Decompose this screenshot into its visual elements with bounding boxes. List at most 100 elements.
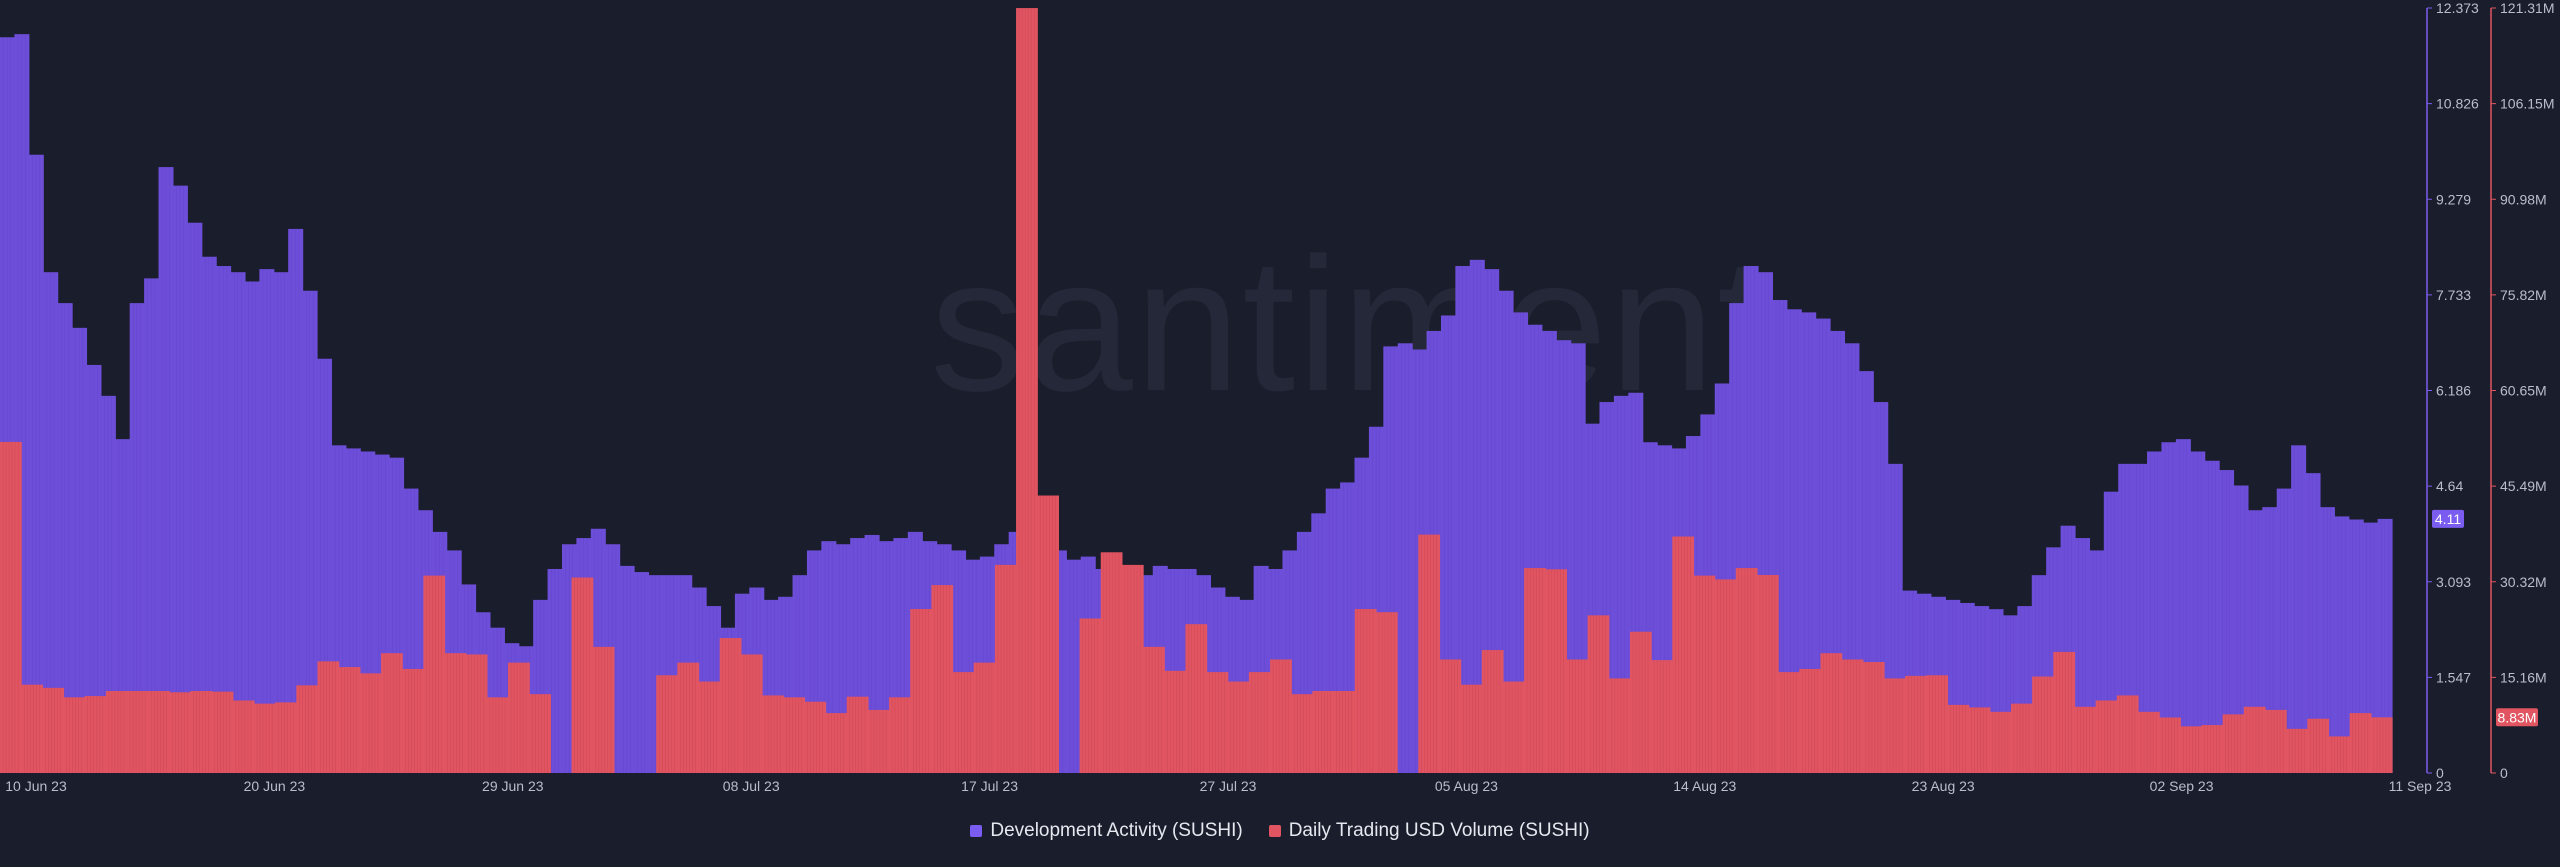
volume-bar (1735, 568, 1758, 773)
vol-last-value-text: 8.83M (2498, 709, 2537, 725)
volume-bar (1481, 650, 1504, 773)
volume-bar (762, 695, 784, 773)
volume-bar (1545, 569, 1568, 773)
volume-bar (1989, 711, 2012, 773)
dev-activity-bar (634, 572, 650, 773)
right-tick-label: 0 (2500, 765, 2508, 781)
watermark: santiment (930, 219, 1772, 431)
volume-bar (1841, 659, 1864, 773)
x-tick-label: 02 Sep 23 (2150, 778, 2214, 794)
volume-bar (1164, 670, 1187, 773)
volume-bar (931, 585, 954, 773)
left-tick-label: 9.279 (2436, 191, 2471, 207)
left-tick-label: 1.547 (2436, 669, 2471, 685)
volume-bar (2074, 706, 2097, 773)
x-tick-label: 27 Jul 23 (1200, 778, 1257, 794)
volume-bar (42, 687, 65, 773)
x-tick-label: 11 Sep 23 (2389, 778, 2452, 794)
volume-bar (719, 638, 742, 773)
volume-bar (232, 700, 255, 773)
volume-bar (656, 675, 678, 773)
volume-bar (740, 654, 763, 773)
left-tick-label: 10.826 (2436, 96, 2479, 112)
left-tick-label: 7.733 (2436, 287, 2471, 303)
volume-bar (571, 577, 594, 773)
x-tick-label: 14 Aug 23 (1673, 778, 1736, 794)
volume-bar (105, 691, 128, 773)
legend-item-development-activity[interactable]: Development Activity (SUSHI) (970, 820, 1243, 842)
dev-activity-bar (244, 281, 260, 773)
legend-swatch-dev (970, 825, 983, 837)
trading-volume-bars (0, 8, 2393, 774)
volume-bar (508, 662, 530, 773)
right-axis-ticks: 121.31M 106.15M 90.98M 75.82M 60.65M 45.49M 30… (2491, 0, 2554, 781)
volume-bar (2349, 713, 2372, 773)
left-tick-label: 0 (2436, 765, 2444, 781)
volume-bar (952, 672, 975, 773)
volume-bar (1693, 575, 1716, 773)
volume-bar (1905, 675, 1927, 773)
volume-bar (2180, 726, 2203, 773)
volume-bar (190, 691, 213, 773)
volume-bar (1883, 678, 1906, 773)
left-tick-label: 3.093 (2436, 574, 2471, 590)
left-tick-label: 6.186 (2436, 383, 2471, 399)
volume-bar (889, 697, 911, 773)
volume-bar (825, 713, 848, 773)
legend-item-trading-volume[interactable]: Daily Trading USD Volume (SUSHI) (1268, 820, 1590, 842)
volume-bar (1947, 704, 1970, 773)
volume-bar (296, 685, 319, 773)
volume-bar (2307, 718, 2330, 773)
volume-bar (1291, 694, 1314, 773)
volume-bar (465, 654, 488, 773)
volume-bar (1926, 675, 1949, 773)
right-tick-label: 121.31M (2500, 0, 2554, 16)
volume-bar (1354, 609, 1377, 773)
dev-activity-bar (28, 154, 44, 774)
dev-activity-bar (273, 272, 289, 773)
volume-bar (1248, 672, 1271, 773)
volume-bar (359, 673, 382, 773)
legend-swatch-volume (1268, 825, 1281, 837)
volume-bar (1502, 681, 1525, 773)
volume-bar (338, 667, 361, 773)
volume-bar (63, 697, 86, 773)
dev-activity-bar (2190, 451, 2206, 773)
legend: Development Activity (SUSHI) Daily Tradi… (0, 820, 2560, 842)
volume-bar (444, 653, 467, 773)
volume-bar (1100, 552, 1123, 773)
volume-bar (211, 691, 234, 773)
volume-bar (1143, 646, 1165, 773)
volume-bar (2010, 703, 2033, 773)
volume-bar (1185, 624, 1208, 773)
x-tick-label: 17 Jul 23 (961, 778, 1018, 794)
dev-activity-bar (1397, 343, 1413, 773)
x-tick-label: 20 Jun 23 (244, 778, 306, 794)
volume-bar (1651, 660, 1673, 773)
volume-bar (846, 696, 869, 773)
volume-bar (1227, 681, 1250, 773)
volume-bar (592, 646, 615, 773)
right-tick-label: 30.32M (2500, 574, 2547, 590)
volume-bar (1968, 707, 1991, 773)
volume-bar (1375, 612, 1398, 773)
volume-bar (1714, 579, 1737, 773)
dev-activity-bar (1066, 559, 1082, 773)
volume-bar (973, 662, 996, 773)
volume-bar (2032, 676, 2054, 773)
x-tick-label: 29 Jun 23 (482, 778, 544, 794)
volume-bar (2264, 709, 2287, 773)
volume-bar (2286, 728, 2308, 773)
right-tick-label: 60.65M (2500, 383, 2547, 399)
dev-activity-bar (158, 167, 174, 773)
left-axis-ticks: 12.373 10.826 9.279 7.733 6.186 4.64 3.093 1.54… (2427, 0, 2479, 781)
legend-label-dev: Development Activity (SUSHI) (990, 820, 1243, 841)
volume-bar (1418, 534, 1441, 773)
last-value-badges: 4.11 8.83M (2432, 509, 2538, 727)
volume-bar (2370, 717, 2393, 773)
right-tick-label: 90.98M (2500, 191, 2547, 207)
volume-bar (84, 696, 107, 773)
volume-bar (1524, 568, 1546, 773)
dev-activity-bar (187, 222, 203, 774)
volume-bar (1079, 618, 1102, 773)
